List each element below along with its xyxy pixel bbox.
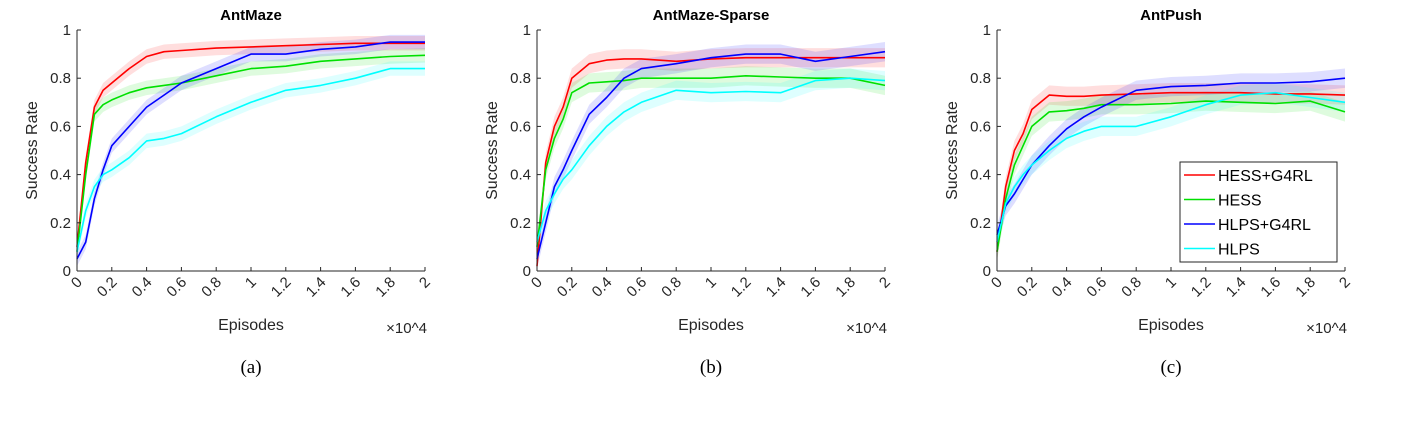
chart-panel-1: 0 0.2 0.4 0.6 0.8 1 0 0.2 0.4 0.6 0.8 1 1.2 1.4 1.6 1.8… — [24, 7, 434, 378]
chart-title: AntMaze — [220, 7, 282, 24]
x-tick-label: 1 — [1162, 274, 1180, 292]
series-line-hess — [536, 75, 886, 247]
x-tick-label: 2 — [876, 274, 894, 292]
chart-panel-3: 0 0.2 0.4 0.6 0.8 1 0 0.2 0.4 0.6 0.8 1 1.2 1.4 1.6 1.8… — [944, 7, 1354, 378]
x-tick-label: 0.6 — [1083, 274, 1110, 301]
x-tick-label: 1.6 — [1257, 274, 1284, 301]
chart-panel-2: 0 0.2 0.4 0.6 0.8 1 0 0.2 0.4 0.6 0.8 1 1.2 1.4 1.6 1.8… — [484, 7, 894, 378]
x-tick-label: 0.6 — [623, 274, 650, 301]
y-tick-label: 0 — [983, 263, 991, 280]
y-tick-label: 1 — [983, 22, 991, 39]
x-tick-label: 0.2 — [94, 274, 121, 301]
x-tick-label: 1.4 — [1223, 274, 1250, 301]
x-tick-label: 0.4 — [129, 274, 156, 301]
legend-label: HLPS — [1218, 242, 1260, 259]
series-line-hlps-g4rl — [536, 50, 886, 260]
band-hlps-g4rl — [997, 68, 1345, 245]
band-hlps-g4rl — [537, 42, 885, 269]
y-axis-label: Success Rate — [484, 101, 501, 200]
y-tick-label: 0 — [63, 263, 71, 280]
band-hlps — [537, 68, 885, 252]
x-tick-label: 1.6 — [797, 274, 824, 301]
x-tick-label: 1.8 — [372, 274, 399, 301]
x-tick-label: 0 — [988, 274, 1006, 292]
chart-title: AntMaze-Sparse — [653, 7, 770, 24]
x-axis-label: Episodes — [678, 317, 744, 334]
y-axis-label: Success Rate — [944, 101, 961, 200]
subfigure-caption: (a) — [240, 357, 261, 378]
chart-title: AntPush — [1140, 7, 1202, 24]
x-multiplier: ×10^4 — [846, 320, 887, 337]
x-tick-label: 0.4 — [589, 274, 616, 301]
x-tick-label: 1.2 — [268, 274, 295, 301]
y-tick-label: 0.8 — [50, 70, 71, 87]
series-line-hess-g4rl — [76, 42, 425, 247]
x-tick-label: 1 — [702, 274, 720, 292]
y-tick-label: 0.6 — [50, 118, 71, 135]
legend-label: HESS — [1218, 193, 1262, 210]
y-tick-label: 1 — [63, 22, 71, 39]
y-tick-label: 0.2 — [970, 215, 991, 232]
x-tick-label: 0.8 — [1118, 274, 1145, 301]
y-tick-label: 0.6 — [510, 118, 531, 135]
y-tick-label: 0.2 — [510, 215, 531, 232]
y-axis-label: Success Rate — [24, 101, 41, 200]
series-line-hlps-g4rl — [76, 41, 425, 260]
y-tick-label: 0.4 — [510, 167, 531, 184]
x-tick-label: 1 — [242, 274, 260, 292]
band-hlps-g4rl — [77, 34, 425, 267]
x-tick-label: 1.4 — [763, 274, 790, 301]
x-tick-label: 0.4 — [1049, 274, 1076, 301]
series-line-hess — [76, 54, 426, 252]
x-tick-label: 0.8 — [198, 274, 225, 301]
x-tick-label: 1.2 — [728, 274, 755, 301]
band-hess — [537, 66, 885, 257]
band-hess-g4rl — [537, 48, 885, 272]
x-tick-label: 0.2 — [1014, 274, 1041, 301]
y-tick-label: 0.4 — [970, 167, 991, 184]
x-tick-label: 1.4 — [303, 274, 330, 301]
x-tick-label: 1.2 — [1188, 274, 1215, 301]
legend-box — [1179, 161, 1338, 263]
series-line-hlps — [76, 67, 425, 252]
legend-label: HLPS+G4RL — [1218, 217, 1311, 234]
x-tick-label: 0.2 — [554, 274, 581, 301]
x-tick-label: 0 — [528, 274, 546, 292]
subfigure-caption: (b) — [700, 357, 722, 378]
x-axis-label: Episodes — [218, 317, 284, 334]
x-axis-label: Episodes — [1138, 317, 1204, 334]
y-tick-label: 0.6 — [970, 118, 991, 135]
x-tick-label: 1.8 — [832, 274, 859, 301]
legend: HESS+G4RL HESS HLPS+G4RL HLPS — [1179, 161, 1338, 263]
x-tick-label: 0.6 — [163, 274, 190, 301]
band-hlps — [997, 83, 1345, 252]
band-hlps — [77, 61, 425, 259]
series-line-hlps — [996, 91, 1346, 243]
x-tick-label: 0.8 — [658, 274, 685, 301]
y-tick-label: 1 — [523, 22, 531, 39]
series-line-hlps — [536, 77, 886, 243]
subfigure-caption: (c) — [1160, 357, 1181, 378]
y-tick-label: 0 — [523, 263, 531, 280]
band-hess — [997, 91, 1345, 262]
x-multiplier: ×10^4 — [386, 320, 427, 337]
series-line-hess — [996, 100, 1346, 252]
x-tick-label: 0 — [68, 274, 86, 292]
x-tick-label: 1.8 — [1292, 274, 1319, 301]
x-multiplier: ×10^4 — [1306, 320, 1347, 337]
x-tick-label: 1.6 — [337, 274, 364, 301]
x-tick-label: 2 — [416, 274, 434, 292]
y-tick-label: 0.8 — [510, 70, 531, 87]
y-tick-label: 0.8 — [970, 70, 991, 87]
y-tick-label: 0.4 — [50, 167, 71, 184]
series-line-hlps-g4rl — [996, 77, 1346, 236]
legend-label: HESS+G4RL — [1218, 168, 1313, 185]
x-tick-label: 2 — [1336, 274, 1354, 292]
y-tick-label: 0.2 — [50, 215, 71, 232]
